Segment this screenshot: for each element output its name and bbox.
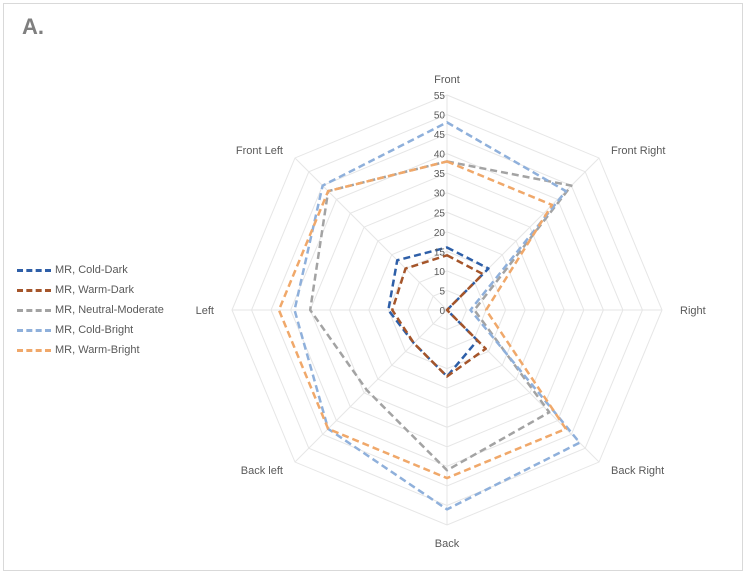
category-label: Back left [241, 465, 283, 477]
series-line [277, 160, 568, 480]
category-label: Front Right [611, 145, 665, 157]
category-label: Right [680, 305, 706, 317]
legend-swatch [17, 328, 51, 332]
radial-tick-label: 15 [434, 247, 446, 258]
radial-tick-label: 50 [434, 111, 446, 122]
category-label: Back [435, 538, 460, 550]
legend-label: MR, Cold-Bright [55, 324, 134, 336]
legend-swatch [17, 288, 51, 292]
radial-tick-label: 45 [434, 130, 446, 141]
legend-swatch [17, 268, 51, 272]
category-label: Back Right [611, 465, 664, 477]
radial-tick-label: 5 [439, 286, 445, 297]
legend-swatch [17, 308, 51, 312]
panel-label: A. [22, 14, 44, 39]
radial-tick-label: 40 [434, 150, 446, 161]
category-label: Front Left [236, 145, 283, 157]
radar-series [277, 121, 581, 511]
category-label: Left [196, 305, 214, 317]
legend-item: MR, Warm-Dark [17, 280, 164, 300]
legend-label: MR, Neutral-Moderate [55, 304, 164, 316]
radial-tick-label: 30 [434, 189, 446, 200]
legend: MR, Cold-Dark MR, Warm-Dark MR, Neutral-Mo… [17, 260, 164, 360]
radial-tick-label: 0 [439, 306, 445, 317]
legend-label: MR, Warm-Dark [55, 284, 135, 296]
radial-tick-label: 35 [434, 169, 446, 180]
radial-tick-label: 55 [434, 91, 446, 102]
legend-item: MR, Neutral-Moderate [17, 300, 164, 320]
legend-item: MR, Warm-Bright [17, 340, 164, 360]
category-label: Front [434, 74, 460, 86]
radar-labels: 0 5 10 15 20 25 30 35 40 45 50 55 Front Front Right Ri… [196, 74, 706, 550]
grid-spoke [294, 157, 448, 311]
radial-tick-label: 25 [434, 208, 446, 219]
series-line [308, 160, 573, 472]
series-line [293, 121, 581, 511]
grid-spoke [294, 309, 448, 463]
legend-label: MR, Cold-Dark [55, 264, 128, 276]
legend-item: MR, Cold-Dark [17, 260, 164, 280]
legend-swatch [17, 348, 51, 352]
series-line [391, 254, 487, 378]
chart-frame [3, 3, 743, 571]
legend-label: MR, Warm-Bright [55, 344, 140, 356]
series-line [387, 246, 490, 378]
radial-tick-label: 10 [434, 267, 446, 278]
radial-tick-label: 20 [434, 228, 446, 239]
legend-item: MR, Cold-Bright [17, 320, 164, 340]
